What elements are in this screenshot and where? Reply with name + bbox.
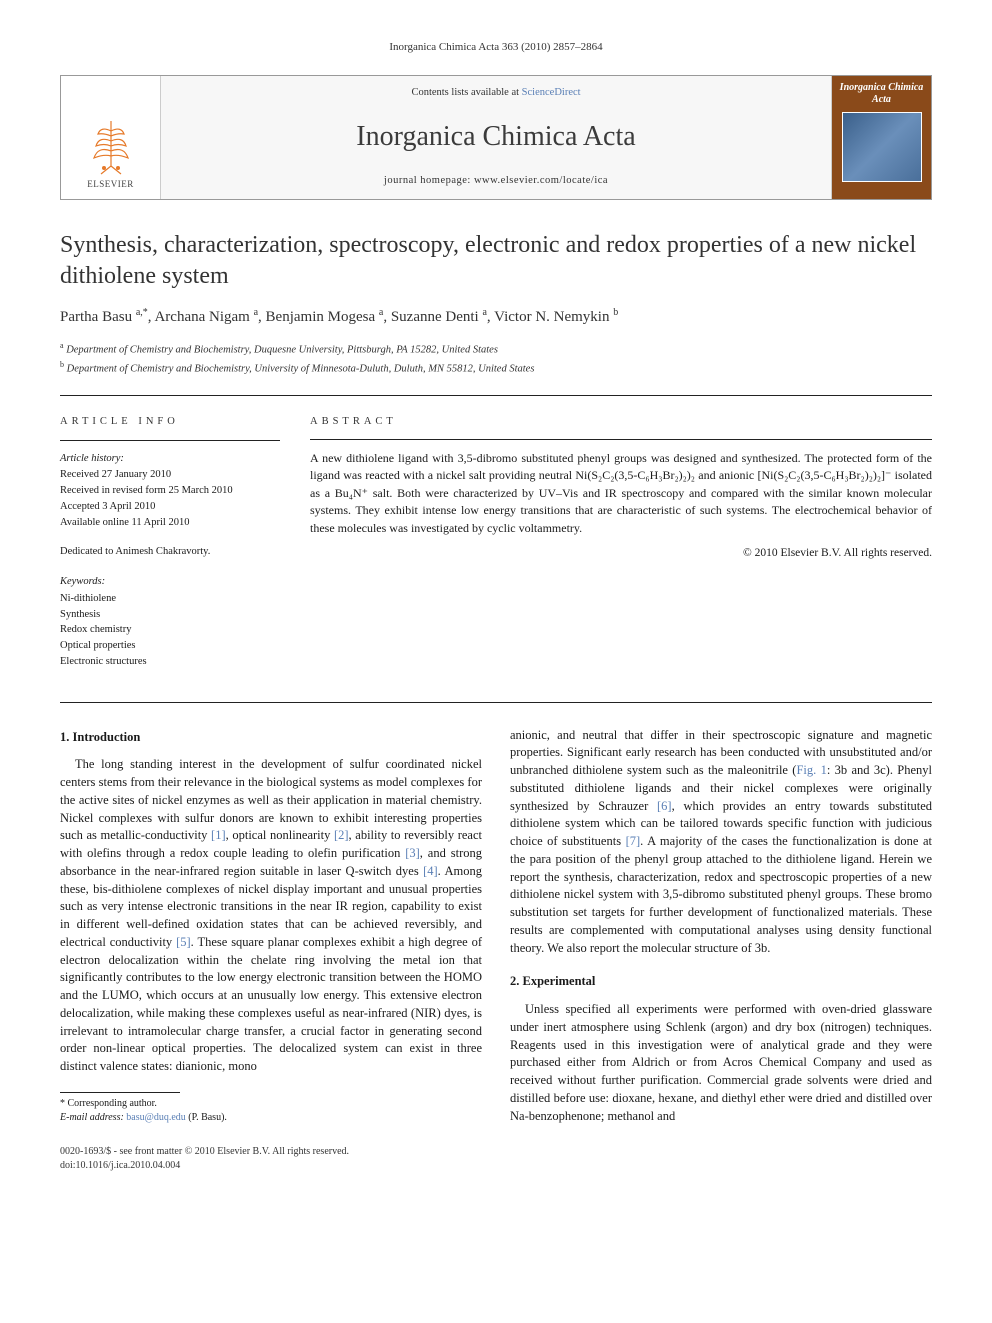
keywords-heading: Keywords: bbox=[60, 574, 280, 590]
ref-link-6[interactable]: [6] bbox=[657, 799, 672, 813]
footer-left: 0020-1693/$ - see front matter © 2010 El… bbox=[60, 1145, 349, 1173]
body-text: . A majority of the cases the functional… bbox=[510, 834, 932, 955]
running-head: Inorganica Chimica Acta 363 (2010) 2857–… bbox=[60, 40, 932, 55]
publisher-label: ELSEVIER bbox=[87, 178, 134, 191]
elsevier-tree-icon bbox=[86, 116, 136, 176]
abstract-copyright: © 2010 Elsevier B.V. All rights reserved… bbox=[310, 545, 932, 562]
affil-text: Department of Chemistry and Biochemistry… bbox=[67, 363, 535, 374]
history-online: Available online 11 April 2010 bbox=[60, 515, 280, 531]
history-heading: Article history: bbox=[60, 451, 280, 467]
contents-available-line: Contents lists available at ScienceDirec… bbox=[411, 86, 580, 101]
affil-text: Department of Chemistry and Biochemistry… bbox=[66, 345, 498, 356]
experimental-paragraph-1: Unless specified all experiments were pe… bbox=[510, 1001, 932, 1125]
publisher-logo-block: ELSEVIER bbox=[61, 76, 161, 199]
dedication: Dedicated to Animesh Chakravorty. bbox=[60, 544, 280, 560]
sciencedirect-link[interactable]: ScienceDirect bbox=[522, 87, 581, 98]
journal-homepage-line: journal homepage: www.elsevier.com/locat… bbox=[384, 174, 608, 189]
author-list: Partha Basu a,*, Archana Nigam a, Benjam… bbox=[60, 306, 932, 328]
page-footer: 0020-1693/$ - see front matter © 2010 El… bbox=[60, 1145, 932, 1173]
ref-link-7[interactable]: [7] bbox=[626, 834, 641, 848]
section-2-heading: 2. Experimental bbox=[510, 973, 932, 991]
corresponding-email-link[interactable]: basu@duq.edu bbox=[126, 1112, 185, 1123]
footnotes: * Corresponding author. E-mail address: … bbox=[60, 1097, 482, 1125]
section-1-heading: 1. Introduction bbox=[60, 729, 482, 747]
keyword: Synthesis bbox=[60, 607, 280, 623]
homepage-prefix: journal homepage: bbox=[384, 175, 474, 186]
history-received: Received 27 January 2010 bbox=[60, 467, 280, 483]
info-abstract-row: article info Article history: Received 2… bbox=[60, 395, 932, 703]
doi-line: doi:10.1016/j.ica.2010.04.004 bbox=[60, 1159, 349, 1173]
affiliations: a Department of Chemistry and Biochemist… bbox=[60, 340, 932, 377]
intro-paragraph-1-cont: anionic, and neutral that differ in thei… bbox=[510, 727, 932, 958]
journal-name: Inorganica Chimica Acta bbox=[356, 117, 635, 156]
ref-link-4[interactable]: [4] bbox=[423, 864, 438, 878]
journal-masthead: ELSEVIER Contents lists available at Sci… bbox=[60, 75, 932, 200]
ref-link-3[interactable]: [3] bbox=[405, 846, 420, 860]
abstract-column: abstract A new dithiolene ligand with 3,… bbox=[310, 414, 932, 684]
article-body: 1. Introduction The long standing intere… bbox=[60, 727, 932, 1126]
ref-link-2[interactable]: [2] bbox=[334, 828, 349, 842]
fig-link-1[interactable]: Fig. 1 bbox=[796, 763, 826, 777]
abstract-text: A new dithiolene ligand with 3,5-dibromo… bbox=[310, 450, 932, 537]
email-attribution: (P. Basu). bbox=[186, 1112, 227, 1123]
journal-cover-thumb: Inorganica Chimica Acta bbox=[831, 76, 931, 199]
intro-paragraph-1: The long standing interest in the develo… bbox=[60, 756, 482, 1076]
ref-link-5[interactable]: [5] bbox=[176, 935, 191, 949]
ref-link-1[interactable]: [1] bbox=[211, 828, 226, 842]
issn-line: 0020-1693/$ - see front matter © 2010 El… bbox=[60, 1145, 349, 1159]
corresponding-author-note: * Corresponding author. bbox=[60, 1097, 482, 1111]
keyword: Optical properties bbox=[60, 638, 280, 654]
email-label: E-mail address: bbox=[60, 1112, 126, 1123]
footnote-separator bbox=[60, 1092, 180, 1093]
history-accepted: Accepted 3 April 2010 bbox=[60, 499, 280, 515]
keyword: Redox chemistry bbox=[60, 622, 280, 638]
abstract-heading: abstract bbox=[310, 414, 932, 429]
article-history-block: Article history: Received 27 January 201… bbox=[60, 451, 280, 531]
affiliation-a: a Department of Chemistry and Biochemist… bbox=[60, 340, 932, 358]
article-title: Synthesis, characterization, spectroscop… bbox=[60, 230, 932, 292]
keywords-block: Keywords: Ni-dithiolene Synthesis Redox … bbox=[60, 574, 280, 670]
history-revised: Received in revised form 25 March 2010 bbox=[60, 483, 280, 499]
cover-title: Inorganica Chimica Acta bbox=[838, 82, 925, 106]
body-text: . These square planar complexes exhibit … bbox=[60, 935, 482, 1073]
keyword: Electronic structures bbox=[60, 654, 280, 670]
contents-prefix: Contents lists available at bbox=[411, 87, 521, 98]
body-text: , optical nonlinearity bbox=[226, 828, 334, 842]
email-line: E-mail address: basu@duq.edu (P. Basu). bbox=[60, 1111, 482, 1125]
affiliation-b: b Department of Chemistry and Biochemist… bbox=[60, 359, 932, 377]
masthead-center: Contents lists available at ScienceDirec… bbox=[161, 76, 831, 199]
homepage-url: www.elsevier.com/locate/ica bbox=[474, 175, 608, 186]
cover-art-icon bbox=[842, 112, 922, 182]
affil-marker: b bbox=[60, 360, 64, 369]
keyword: Ni-dithiolene bbox=[60, 591, 280, 607]
affil-marker: a bbox=[60, 341, 64, 350]
article-info-column: article info Article history: Received 2… bbox=[60, 414, 280, 684]
article-info-heading: article info bbox=[60, 414, 280, 430]
